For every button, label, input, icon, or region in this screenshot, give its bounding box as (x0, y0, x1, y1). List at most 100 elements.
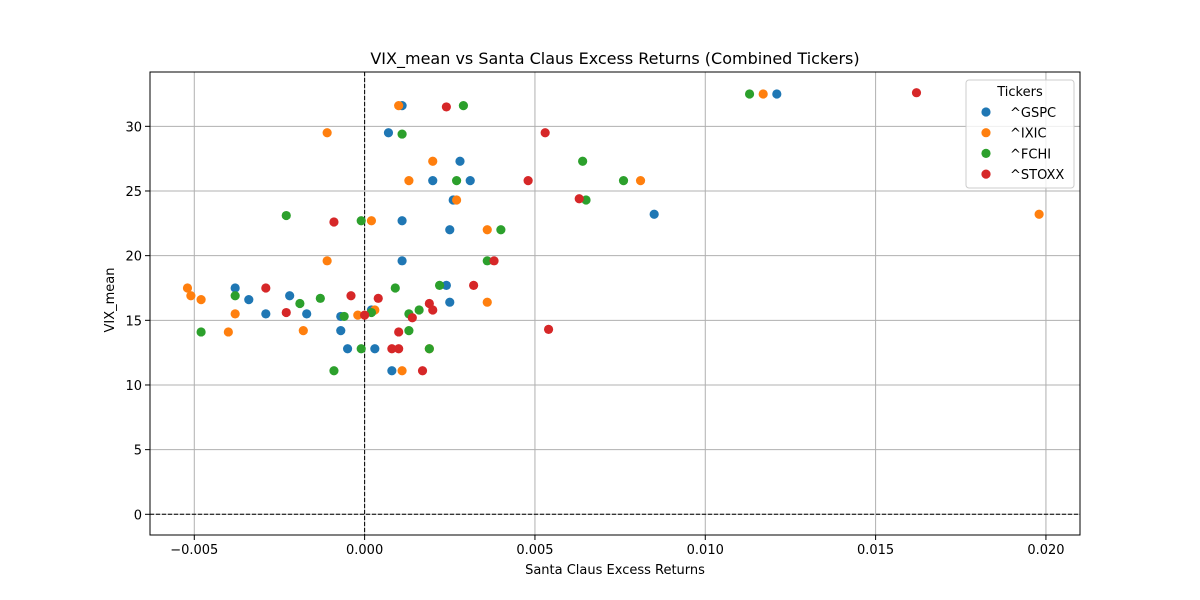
point-fchi (230, 291, 240, 301)
point-fchi (482, 256, 492, 266)
point-stoxx (373, 293, 383, 303)
point-gspc (397, 256, 407, 266)
point-stoxx (540, 128, 550, 138)
point-stoxx (394, 344, 404, 354)
x-tick-label: 0.015 (857, 543, 894, 558)
point-gspc (772, 89, 782, 99)
point-stoxx (329, 217, 339, 227)
point-fchi (356, 216, 366, 226)
y-tick-label: 10 (125, 379, 142, 394)
point-gspc (428, 176, 438, 186)
point-ixic (353, 310, 363, 320)
point-stoxx (417, 366, 428, 376)
y-tick-label: 15 (125, 314, 142, 329)
point-gspc (261, 309, 271, 319)
point-fchi (295, 298, 305, 309)
point-gspc (370, 344, 380, 354)
point-stoxx (543, 324, 554, 334)
y-tick-label: 0 (134, 508, 142, 523)
point-ixic (186, 291, 196, 301)
point-fchi (356, 344, 366, 354)
point-stoxx (261, 283, 271, 293)
point-fchi (414, 305, 424, 315)
point-gspc (302, 309, 312, 319)
legend-marker-stoxx (981, 169, 991, 179)
point-ixic (196, 295, 206, 305)
legend-label-stoxx: ^STOXX (1010, 168, 1064, 183)
point-gspc (244, 295, 254, 305)
point-fchi (404, 326, 414, 336)
legend-marker-gspc (981, 107, 991, 117)
point-gspc (445, 297, 455, 307)
reference-lines (150, 72, 1080, 535)
point-stoxx (574, 194, 584, 204)
legend-marker-ixic (981, 128, 991, 138)
legend: Tickers ^GSPC ^IXIC ^FCHI ^STOXX (965, 79, 1075, 189)
point-fchi (458, 101, 469, 111)
legend-label-fchi: ^FCHI (1010, 147, 1051, 162)
point-stoxx (281, 307, 291, 318)
x-tick-label: 0.020 (1027, 543, 1064, 558)
point-ixic (428, 156, 438, 166)
point-stoxx (489, 256, 499, 266)
point-gspc (465, 176, 475, 186)
point-gspc (342, 344, 353, 354)
point-gspc (387, 366, 397, 376)
point-gspc (445, 225, 455, 235)
point-fchi (434, 280, 445, 290)
point-stoxx (469, 280, 479, 290)
legend-marker-fchi (981, 148, 991, 158)
plot-area-frame (149, 71, 1081, 536)
point-ixic (394, 101, 404, 111)
point-fchi (390, 283, 400, 293)
point-fchi (451, 176, 462, 186)
y-axis-label: VIX_mean (103, 268, 118, 333)
point-stoxx (441, 102, 451, 112)
point-stoxx (394, 327, 404, 337)
point-gspc (441, 280, 451, 290)
point-ixic (298, 326, 308, 336)
legend-label-gspc: ^GSPC (1010, 106, 1056, 121)
y-tick-label: 5 (134, 444, 142, 459)
point-gspc (649, 209, 659, 219)
point-ixic (322, 128, 332, 138)
point-ixic (182, 283, 193, 293)
x-tick-label: −0.005 (170, 543, 218, 558)
point-fchi (744, 89, 755, 99)
point-fchi (496, 225, 506, 235)
x-axis-ticks: −0.005 0.000 0.005 0.010 0.015 0.020 (170, 535, 1065, 558)
point-ixic (1034, 209, 1044, 219)
point-ixic (322, 256, 332, 266)
point-gspc (455, 156, 465, 166)
point-stoxx (407, 313, 417, 323)
point-stoxx (428, 305, 438, 315)
point-fchi (281, 210, 291, 221)
point-gspc (336, 326, 346, 336)
point-gspc (397, 216, 407, 226)
legend-entries: ^GSPC ^IXIC ^FCHI ^STOXX (981, 106, 1064, 183)
point-fchi (618, 176, 629, 186)
point-ixic (635, 176, 646, 186)
point-stoxx (523, 176, 533, 186)
y-tick-label: 30 (125, 120, 142, 135)
point-stoxx (911, 88, 922, 98)
point-ixic (758, 89, 768, 99)
x-axis-label: Santa Claus Excess Returns (525, 563, 705, 578)
legend-box (965, 79, 1075, 189)
point-fchi (397, 129, 407, 139)
point-fchi (339, 311, 349, 322)
point-gspc (230, 283, 240, 293)
data-points (182, 88, 1044, 376)
x-tick-label: 0.000 (346, 543, 383, 558)
point-fchi (315, 293, 325, 303)
y-axis-ticks: 0 5 10 15 20 25 30 (125, 120, 150, 523)
point-ixic (482, 297, 492, 307)
chart-title: VIX_mean vs Santa Claus Excess Returns (… (370, 49, 859, 69)
y-tick-label: 20 (125, 250, 142, 265)
point-fchi (581, 195, 591, 205)
point-gspc (383, 128, 394, 138)
point-stoxx (346, 291, 356, 301)
y-tick-label: 25 (125, 185, 142, 200)
point-gspc (285, 291, 295, 301)
